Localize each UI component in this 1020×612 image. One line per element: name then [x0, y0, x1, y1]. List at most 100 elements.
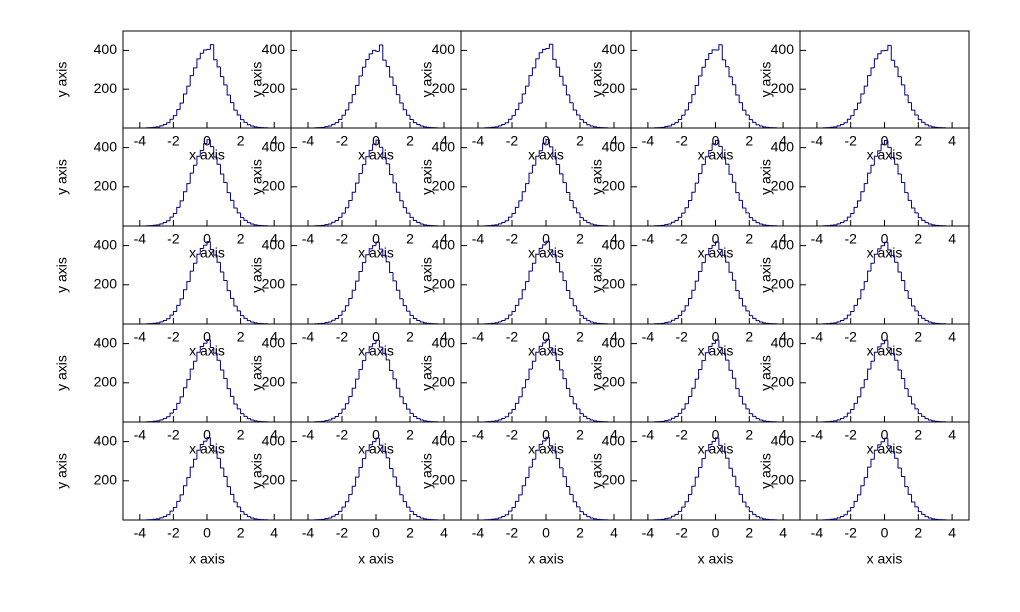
histogram-bin: [856, 200, 861, 208]
histogram-bin: [219, 262, 224, 273]
histogram-bin: [501, 417, 506, 420]
histogram-bin: [900, 76, 905, 86]
histogram-bin: [691, 94, 696, 103]
histogram-bin: [843, 122, 848, 125]
y-axis-label: y axis: [758, 62, 774, 98]
histogram-bin: [392, 174, 397, 184]
histogram-bin: [934, 126, 939, 128]
histogram-bin: [748, 115, 753, 121]
x-tick-label: -4: [642, 133, 655, 149]
histogram-bin: [361, 262, 366, 272]
histogram-bin: [189, 75, 194, 87]
histogram-bin: [897, 360, 902, 371]
x-tick-label: 2: [576, 133, 584, 149]
histogram-bin: [548, 139, 553, 148]
histogram-bin: [361, 164, 366, 174]
x-tick-label: -2: [336, 133, 349, 149]
histogram-bin: [860, 387, 865, 397]
histogram-bin: [691, 485, 696, 495]
y-axis-label: y axis: [54, 257, 70, 293]
x-tick-label: -2: [844, 427, 857, 443]
histogram-bin: [389, 261, 393, 273]
histogram-bin: [559, 458, 563, 469]
x-tick-label: 2: [406, 231, 414, 247]
histogram-bin: [186, 379, 191, 388]
histogram-bin: [687, 298, 692, 306]
histogram-bin: [711, 49, 716, 54]
x-tick-label: 2: [745, 525, 753, 541]
histogram-bin: [907, 290, 912, 299]
y-tick-label: 400: [432, 432, 456, 448]
histogram-bin: [331, 221, 336, 225]
y-tick-label: 400: [432, 236, 456, 252]
histogram-bin: [179, 396, 184, 404]
histogram-bin: [186, 477, 191, 486]
histogram-bin: [677, 412, 682, 417]
y-tick-label: 400: [94, 138, 118, 154]
histogram-bin: [256, 518, 261, 520]
histogram-bin: [674, 416, 679, 419]
histogram-bin: [226, 84, 231, 96]
y-tick-label: 400: [771, 236, 795, 252]
histogram-bin: [375, 437, 380, 442]
histogram-bin: [219, 360, 224, 371]
histogram-bin: [579, 212, 584, 219]
histogram-bin: [721, 146, 726, 158]
histogram-bin: [758, 222, 763, 225]
x-tick-label: 0: [372, 329, 380, 345]
histogram-bin: [569, 486, 574, 496]
histogram-bin: [399, 388, 404, 398]
x-axis-label: x axis: [358, 441, 394, 457]
x-axis-label: x axis: [358, 343, 394, 359]
histogram-bin: [850, 506, 855, 512]
histogram-bin: [351, 387, 356, 397]
x-tick-label: 0: [203, 525, 211, 541]
histogram-bin: [535, 155, 540, 166]
x-tick-label: 0: [542, 329, 550, 345]
histogram-bin: [931, 518, 936, 520]
histogram-bin: [677, 314, 682, 319]
histogram-bin: [917, 212, 922, 219]
x-tick-label: 2: [237, 231, 245, 247]
histogram-bin: [193, 262, 197, 272]
histogram-bin: [840, 417, 844, 420]
histogram-bin: [169, 118, 174, 123]
histogram-bin: [853, 206, 858, 214]
histogram-bin: [873, 155, 878, 166]
histogram-bin: [738, 290, 743, 299]
histogram-bin: [327, 321, 332, 323]
histogram-bin: [555, 254, 560, 263]
histogram-bin: [399, 486, 404, 496]
histogram-bin: [419, 320, 424, 323]
histogram-bin: [863, 85, 868, 95]
x-axis-label: x axis: [867, 343, 903, 359]
y-tick-label: 400: [602, 334, 626, 350]
histogram-bin: [582, 315, 587, 319]
histogram-bin: [186, 183, 191, 192]
histogram-bin: [341, 408, 346, 414]
histogram-bin: [538, 247, 543, 255]
histogram-bin: [914, 403, 919, 410]
histogram-bin: [351, 485, 356, 495]
histogram-bin: [511, 115, 516, 120]
histogram-bin: [511, 212, 516, 218]
histogram-bin: [196, 351, 201, 362]
histogram-bin: [843, 318, 848, 321]
histogram-bin: [355, 85, 359, 95]
histogram-bin: [890, 45, 895, 61]
histogram-bin: [514, 109, 519, 116]
x-axis-label: x axis: [189, 551, 225, 567]
histogram-bin: [365, 254, 370, 263]
histogram-bin: [361, 360, 366, 370]
histogram-bin: [327, 517, 332, 519]
histogram-bin: [856, 494, 861, 502]
histogram-bin: [715, 139, 719, 144]
x-tick-label: 4: [440, 329, 448, 345]
histogram-bin: [209, 139, 214, 148]
y-tick-label: 200: [432, 472, 456, 488]
histogram-bin: [531, 262, 536, 272]
histogram-bin: [426, 126, 431, 128]
y-tick-label: 200: [432, 374, 456, 390]
x-tick-label: 4: [610, 427, 618, 443]
